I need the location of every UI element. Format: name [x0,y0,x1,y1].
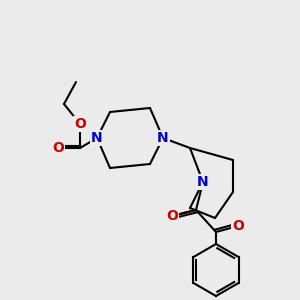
Text: O: O [52,141,64,155]
Text: O: O [74,117,86,131]
Text: N: N [197,175,209,189]
Text: O: O [232,219,244,233]
Text: N: N [91,131,103,145]
Text: N: N [157,131,169,145]
Text: O: O [166,209,178,223]
